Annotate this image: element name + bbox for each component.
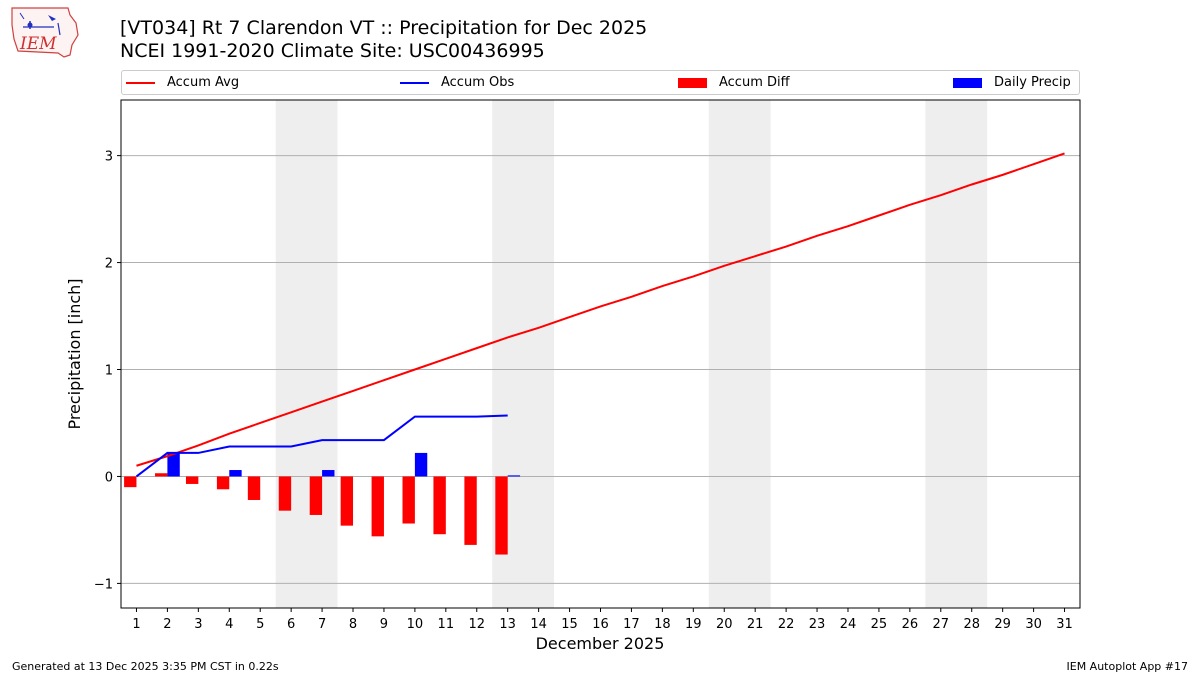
weekend-shading [275, 100, 988, 608]
daily-precip-bar [322, 470, 335, 477]
legend-swatch-accum-avg [126, 82, 155, 84]
weekend-band-1 [275, 100, 338, 608]
x-tick-label: 8 [349, 617, 357, 632]
accum-diff-bar [464, 476, 477, 545]
weekend-band-3 [708, 100, 771, 608]
x-tick-label: 14 [530, 617, 547, 632]
iem-logo: IEM [8, 5, 80, 59]
x-tick-label: 26 [902, 617, 919, 632]
accum-diff-bar [340, 476, 354, 526]
x-tick-label: 11 [438, 617, 455, 632]
x-tick-label: 16 [592, 617, 609, 632]
x-tick-label: 24 [840, 617, 857, 632]
accum-diff-bar [495, 476, 508, 555]
x-tick-label: 2 [163, 617, 171, 632]
accum-avg-line [136, 152, 1065, 467]
daily-precip-bar [414, 452, 428, 477]
x-tick-label: 15 [561, 617, 578, 632]
y-tick-label: 3 [105, 150, 113, 165]
x-tick-label: 13 [499, 617, 516, 632]
accum-obs-line [135, 414, 508, 478]
accum-diff-bars [124, 473, 508, 555]
accum-diff-bar [433, 476, 446, 535]
logo-text: IEM [19, 34, 57, 54]
x-tick-label: 22 [778, 617, 795, 632]
x-tick-label: 12 [468, 617, 485, 632]
weekend-band-4 [925, 100, 988, 608]
x-tick-label: 20 [716, 617, 733, 632]
x-tick-label: 6 [287, 617, 295, 632]
x-tick-label: 9 [380, 617, 388, 632]
legend-swatch-accum-diff [678, 78, 707, 88]
accum-diff-bar [309, 476, 323, 515]
x-tick-label: 3 [194, 617, 202, 632]
x-tick-label: 7 [318, 617, 326, 632]
x-tick-label: 27 [933, 617, 950, 632]
accum-diff-bar [185, 476, 199, 484]
x-tick-label: 5 [256, 617, 264, 632]
y-tick-label: 0 [105, 470, 113, 485]
x-tick-label: 17 [623, 617, 640, 632]
generated-timestamp: Generated at 13 Dec 2025 3:35 PM CST in … [12, 660, 279, 673]
y-axis-label: Precipitation [inch] [65, 278, 84, 429]
x-tick-label: 19 [685, 617, 702, 632]
daily-precip-bar [167, 452, 180, 477]
x-tick-label: 25 [871, 617, 888, 632]
x-tick-label: 1 [132, 617, 140, 632]
accum-diff-bar [155, 473, 168, 477]
x-tick-label: 29 [994, 617, 1011, 632]
accum-diff-bar [216, 476, 230, 490]
x-tick-label: 10 [407, 617, 424, 632]
accum-diff-bar [278, 476, 292, 511]
accum-diff-bar [247, 476, 261, 500]
y-tick-label: 1 [105, 364, 113, 379]
x-tick-label: 18 [654, 617, 671, 632]
chart-subtitle: NCEI 1991-2020 Climate Site: USC00436995 [120, 40, 545, 62]
x-axis-ticks: 1 2 3 4 5 6 7 8 9 10 11 12 13 14 15 16 17 18 19 20 21 22 23 24 2… [132, 608, 1073, 632]
x-tick-label: 4 [225, 617, 233, 632]
x-tick-label: 30 [1025, 617, 1042, 632]
daily-precip-bar [507, 475, 521, 477]
y-tick-label: −1 [94, 577, 113, 592]
accum-diff-bar [124, 476, 137, 488]
y-tick-label: 2 [105, 257, 113, 272]
y-axis-ticks: −1 0 1 2 3 [94, 150, 121, 592]
series-lines [135, 152, 1065, 478]
x-tick-label: 31 [1056, 617, 1073, 632]
legend: Accum Avg Accum Obs Accum Diff Daily Pre… [121, 70, 1080, 95]
legend-swatch-daily-precip [953, 78, 982, 88]
legend-label-daily-precip: Daily Precip [994, 75, 1071, 90]
daily-precip-bars [167, 452, 521, 477]
legend-label-accum-avg: Accum Avg [167, 75, 240, 90]
chart-title: [VT034] Rt 7 Clarendon VT :: Precipitati… [120, 17, 648, 39]
x-tick-label: 28 [963, 617, 980, 632]
accum-diff-bar [402, 476, 415, 524]
legend-label-accum-diff: Accum Diff [719, 75, 790, 90]
x-tick-label: 23 [809, 617, 826, 632]
accum-diff-bar [371, 476, 384, 537]
daily-precip-bar [229, 470, 242, 477]
x-tick-label: 21 [747, 617, 764, 632]
app-credit: IEM Autoplot App #17 [1066, 660, 1189, 673]
legend-swatch-accum-obs [400, 82, 429, 84]
x-axis-label: December 2025 [536, 634, 665, 653]
legend-label-accum-obs: Accum Obs [441, 75, 515, 90]
